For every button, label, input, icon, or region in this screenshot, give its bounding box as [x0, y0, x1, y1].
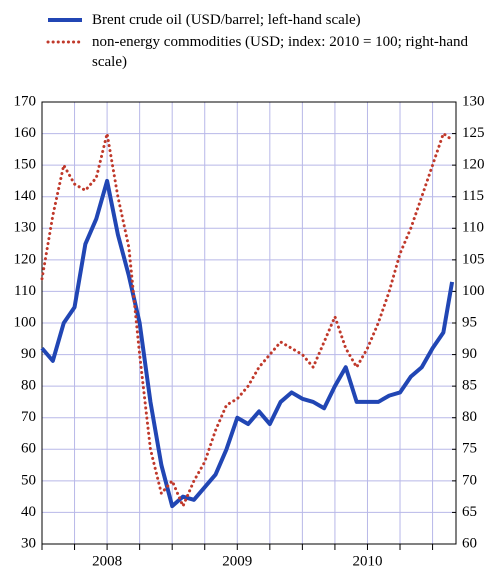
y2-tick-label: 85 — [462, 378, 477, 394]
y2-tick-label: 105 — [462, 251, 485, 267]
y-tick-label: 170 — [14, 93, 37, 109]
y2-tick-label: 90 — [462, 346, 477, 362]
y2-tick-label: 100 — [462, 283, 485, 299]
series-line — [40, 132, 454, 508]
series-line — [40, 178, 455, 509]
y2-tick-label: 115 — [462, 188, 484, 204]
y-tick-label: 140 — [14, 188, 37, 204]
y2-tick-label: 110 — [462, 220, 484, 236]
y2-tick-label: 70 — [462, 472, 477, 488]
y-tick-label: 150 — [14, 157, 37, 173]
legend-label: non-energy commodities (USD; index: 2010… — [92, 34, 469, 70]
y-tick-label: 120 — [14, 251, 37, 267]
y-tick-label: 30 — [21, 535, 36, 551]
y-tick-label: 70 — [21, 409, 36, 425]
legend-label: Brent crude oil (USD/barrel; left-hand s… — [92, 12, 361, 28]
y2-tick-label: 65 — [462, 504, 477, 520]
y2-tick-label: 95 — [462, 314, 477, 330]
y-tick-label: 60 — [21, 441, 36, 457]
y-tick-label: 100 — [14, 314, 37, 330]
y-tick-label: 110 — [14, 283, 36, 299]
y-tick-label: 130 — [14, 220, 37, 236]
y2-tick-label: 120 — [462, 157, 485, 173]
y-tick-label: 90 — [21, 346, 36, 362]
y-tick-label: 160 — [14, 125, 37, 141]
y2-tick-label: 60 — [462, 535, 477, 551]
x-tick-label: 2008 — [92, 553, 122, 569]
plot-frame — [41, 101, 457, 545]
y-tick-label: 80 — [21, 378, 36, 394]
x-tick-label: 2009 — [222, 553, 252, 569]
y-tick-label: 50 — [21, 472, 36, 488]
y2-tick-label: 125 — [462, 125, 485, 141]
x-tick-label: 2010 — [352, 553, 382, 569]
y-tick-label: 40 — [21, 504, 36, 520]
y2-tick-label: 80 — [462, 409, 477, 425]
y2-tick-label: 130 — [462, 93, 485, 109]
y2-tick-label: 75 — [462, 441, 477, 457]
